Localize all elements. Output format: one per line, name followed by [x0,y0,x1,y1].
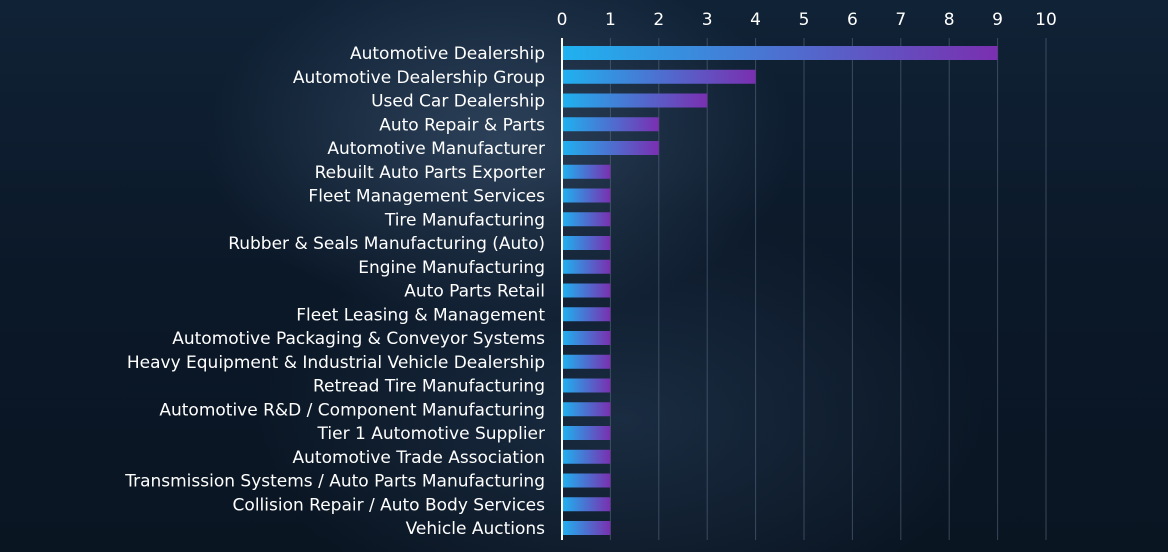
bar [562,212,611,227]
bar [562,46,998,60]
x-tick-label: 6 [847,10,858,30]
bar [562,402,611,417]
category-label: Automotive Dealership Group [293,68,545,88]
category-label: Auto Repair & Parts [379,115,545,135]
x-tick-label: 3 [702,10,713,30]
category-label: Automotive Manufacturer [327,139,545,159]
category-label: Rubber & Seals Manufacturing (Auto) [228,234,545,254]
category-labels: Automotive Dealership Automotive Dealersh… [124,44,545,539]
bar [562,188,611,203]
category-label: Collision Repair / Auto Body Services [233,495,546,515]
bar [562,473,611,488]
bar [562,307,611,322]
gridlines [609,38,1047,540]
bar [562,141,659,155]
x-tick-label: 7 [895,10,906,30]
category-label: Tire Manufacturing [384,210,545,230]
x-tick-label: 2 [653,10,664,30]
category-label: Used Car Dealership [371,92,545,112]
bar [562,497,611,512]
bar [562,354,611,369]
category-label: Automotive R&D / Component Manufacturing [159,400,545,420]
category-label: Fleet Management Services [308,187,545,207]
bar [562,449,611,464]
bar [562,93,708,108]
x-tick-label: 1 [605,10,616,30]
category-label: Auto Parts Retail [404,282,545,302]
category-label: Transmission Systems / Auto Parts Manufa… [124,472,545,492]
category-label: Retread Tire Manufacturing [313,377,545,397]
bars [562,46,998,535]
bar [562,117,659,132]
x-axis-ticks: 0 1 2 3 4 5 6 7 8 9 10 [557,10,1057,30]
category-label: Vehicle Auctions [406,519,546,539]
bar [562,236,611,250]
category-label: Tier 1 Automotive Supplier [317,424,545,444]
x-tick-label: 10 [1035,10,1057,30]
category-label: Fleet Leasing & Management [296,305,545,325]
bar [562,378,611,393]
x-tick-label: 4 [750,10,761,30]
category-label: Rebuilt Auto Parts Exporter [315,163,545,183]
bar [562,69,756,84]
category-label: Heavy Equipment & Industrial Vehicle Dea… [127,353,545,373]
category-label: Engine Manufacturing [358,258,545,278]
category-label: Automotive Packaging & Conveyor Systems [172,329,545,349]
bar [562,164,611,179]
bar [562,521,611,535]
x-tick-label: 8 [944,10,955,30]
x-tick-label: 9 [992,10,1003,30]
bar [562,283,611,298]
x-tick-label: 0 [557,10,568,30]
bar [562,331,611,345]
bar [562,259,611,274]
category-label: Automotive Dealership [350,44,545,64]
category-label: Automotive Trade Association [293,448,546,468]
x-tick-label: 5 [799,10,810,30]
bar [562,426,611,440]
